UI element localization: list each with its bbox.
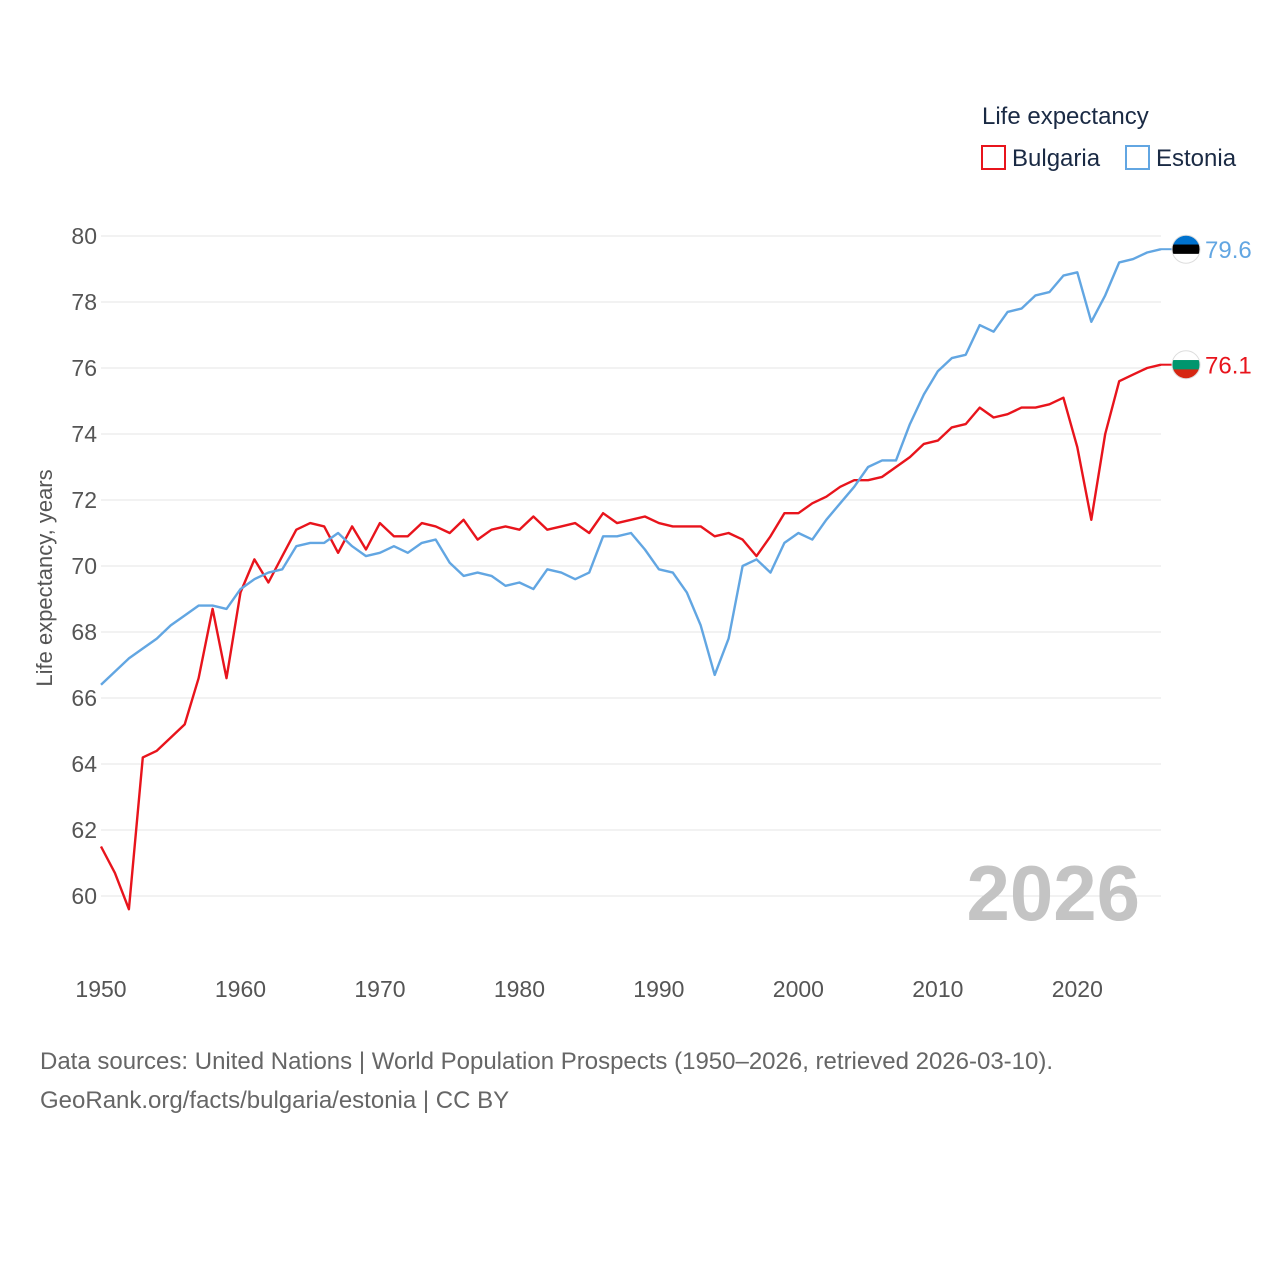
legend-swatch-estonia (1125, 145, 1150, 170)
estonia-flag-border (1171, 234, 1201, 264)
end-value-estonia: 79.6 (1205, 237, 1252, 264)
x-tick-1980: 1980 (494, 976, 545, 1002)
y-tick-66: 66 (71, 685, 97, 711)
estonia-flag-stripe-1 (1172, 244, 1200, 255)
bulgaria-flag-stripe-2 (1172, 369, 1200, 379)
legend-item-estonia[interactable]: Estonia (1125, 145, 1237, 172)
gridlines (101, 235, 1161, 897)
legend-label-estonia: Estonia (1156, 145, 1237, 172)
y-tick-68: 68 (71, 619, 97, 645)
x-tick-1970: 1970 (354, 976, 405, 1002)
end-value-bulgaria: 76.1 (1205, 353, 1252, 380)
bulgaria-flag-stripe-1 (1172, 360, 1200, 370)
series-lines (99, 248, 1162, 911)
legend-swatch-bulgaria (981, 145, 1006, 170)
legend: Life expectancy Bulgaria Estonia (981, 103, 1237, 172)
y-tick-62: 62 (71, 817, 97, 843)
y-tick-78: 78 (71, 289, 97, 315)
y-tick-64: 64 (71, 751, 97, 777)
source-line-2[interactable]: GeoRank.org/facts/bulgaria/estonia | CC … (40, 1087, 510, 1114)
x-tick-2010: 2010 (912, 976, 963, 1002)
x-axis-ticks: 1950 1960 1970 1980 1990 2000 2010 2020 (75, 976, 1102, 1002)
y-tick-70: 70 (71, 553, 97, 579)
x-tick-2020: 2020 (1052, 976, 1103, 1002)
x-tick-2000: 2000 (773, 976, 824, 1002)
estonia-flag-stripe-0 (1172, 235, 1200, 246)
y-tick-74: 74 (71, 421, 97, 447)
bulgaria-flag-icon (1172, 350, 1200, 379)
legend-item-bulgaria[interactable]: Bulgaria (981, 145, 1101, 172)
source-line-1: Data sources: United Nations | World Pop… (40, 1048, 1054, 1075)
estonia-flag-stripe-2 (1172, 253, 1200, 264)
legend-title: Life expectancy (982, 103, 1149, 130)
estonia-flag-icon (1172, 235, 1200, 264)
y-tick-60: 60 (71, 883, 97, 909)
bulgaria-flag-stripe-0 (1172, 350, 1200, 361)
x-tick-1950: 1950 (75, 976, 126, 1002)
x-tick-1990: 1990 (633, 976, 684, 1002)
legend-label-bulgaria: Bulgaria (1012, 145, 1101, 172)
y-tick-76: 76 (71, 355, 97, 381)
y-tick-80: 80 (71, 223, 97, 249)
series-line-estonia (100, 248, 1162, 686)
y-axis-ticks: 60 62 64 66 68 70 72 74 76 78 80 (71, 223, 97, 909)
current-year-label: 2026 (966, 849, 1140, 937)
series-line-bulgaria (99, 363, 1162, 911)
x-tick-1960: 1960 (215, 976, 266, 1002)
series-end-markers: 76.1 79.6 (1161, 234, 1252, 380)
bulgaria-flag-border (1171, 350, 1201, 380)
y-tick-72: 72 (71, 487, 97, 513)
source-note: Data sources: United Nations | World Pop… (40, 1042, 1240, 1120)
y-axis-label: Life expectancy, years (32, 469, 57, 686)
